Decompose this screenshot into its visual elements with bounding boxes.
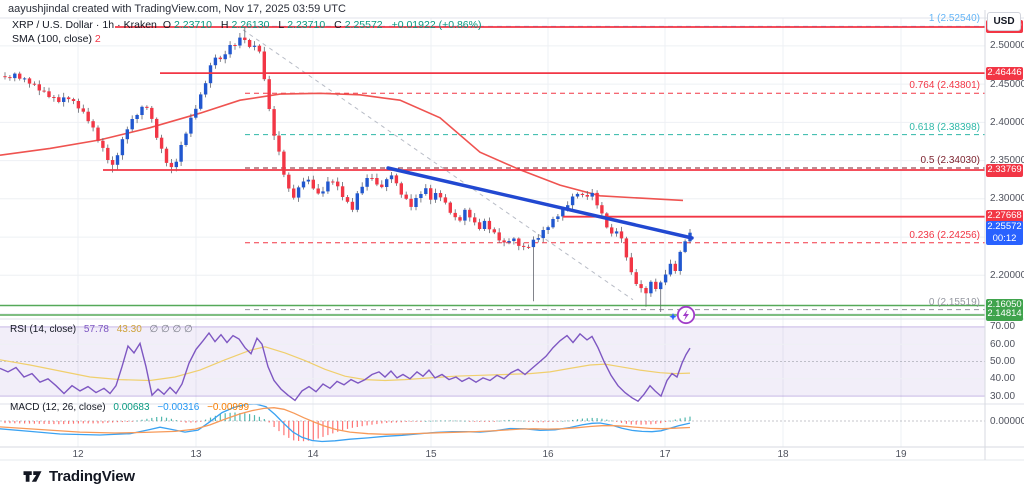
legend-separator: ·	[117, 19, 121, 31]
rsi-empty-values: ∅ ∅ ∅ ∅	[149, 324, 193, 335]
low-label: L 2.23710	[278, 19, 326, 31]
sparkle-icon	[669, 313, 677, 321]
high-label: H 2.26130	[220, 19, 270, 31]
change-value: +0.01922 (+0.86%)	[391, 19, 482, 31]
open-label: O 2.23710	[162, 19, 212, 31]
currency-toggle-button[interactable]: USD	[987, 12, 1021, 31]
rsi-ma-value: 43.30	[116, 324, 142, 335]
macd-line-value: −0.00316	[157, 402, 200, 413]
close-value: 2.25572	[344, 19, 383, 31]
rsi-value: 57.78	[83, 324, 109, 335]
high-value: 2.26130	[231, 19, 270, 31]
legend-separator: ·	[95, 19, 100, 31]
watermark-credit: aayushjindal created with TradingView.co…	[8, 3, 346, 15]
tradingview-logo[interactable]: TradingView	[22, 466, 135, 487]
macd-hist-value: 0.00683	[113, 402, 150, 413]
macd-signal-value: −0.00999	[207, 402, 250, 413]
open-value: 2.23710	[173, 19, 212, 31]
macd-legend: MACD (12, 26, close) 0.00683 −0.00316 −0…	[10, 402, 254, 413]
symbol-legend: XRP / U.S. Dollar · 1h · Kraken O 2.23710 H 2.…	[12, 19, 484, 31]
macd-label: MACD (12, 26, close)	[10, 402, 106, 413]
rsi-label: RSI (14, close)	[10, 324, 77, 335]
exchange-label: Kraken	[123, 19, 157, 31]
tradingview-logo-mark	[23, 471, 42, 482]
timeframe-label: 1h	[102, 19, 115, 31]
rsi-legend: RSI (14, close) 57.78 43.30 ∅ ∅ ∅ ∅	[10, 324, 198, 335]
sma-label: SMA (100, close)	[12, 33, 92, 45]
tradingview-logo-text: TradingView	[49, 468, 135, 485]
symbol-title: XRP / U.S. Dollar	[12, 19, 93, 31]
lightning-emoji-sticker[interactable]	[666, 303, 698, 332]
close-label: C 2.25572	[334, 19, 383, 31]
lightning-bolt-icon	[682, 309, 689, 321]
low-value: 2.23710	[287, 19, 326, 31]
sma-value: 2	[94, 33, 101, 45]
sma-legend: SMA (100, close) 2	[12, 33, 101, 45]
